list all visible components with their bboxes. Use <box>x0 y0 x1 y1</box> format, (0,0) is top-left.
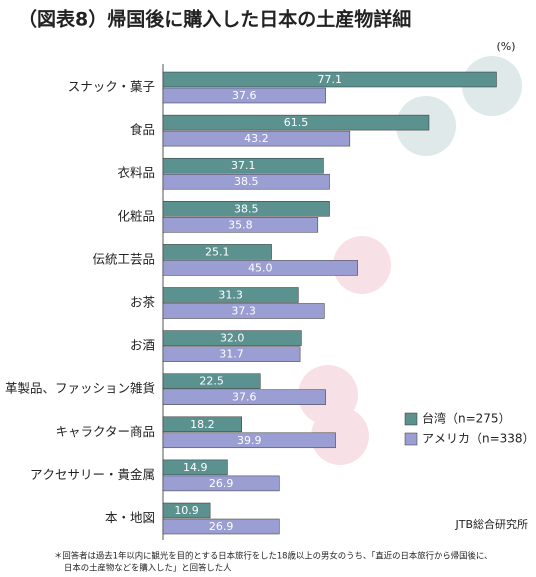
bar <box>162 502 211 519</box>
category-label: お茶 <box>130 295 156 310</box>
bar <box>162 87 326 104</box>
bar <box>162 130 351 147</box>
value-label: 38.5 <box>234 202 259 215</box>
bar <box>162 287 299 303</box>
value-label: 26.9 <box>209 520 234 533</box>
value-label: 31.3 <box>218 289 243 302</box>
bar <box>162 475 280 492</box>
value-label: 37.3 <box>231 305 256 318</box>
category-label: アクセサリー・貴金属 <box>30 467 155 482</box>
value-label: 38.5 <box>234 175 259 188</box>
value-label: 45.0 <box>248 261 273 274</box>
value-label: 37.6 <box>232 89 257 102</box>
legend-label: アメリカ（n=338） <box>422 432 535 446</box>
category-label: キャラクター商品 <box>55 424 155 439</box>
source: JTB総合研究所 <box>454 517 528 531</box>
category-label: 本・地図 <box>105 510 155 525</box>
value-label: 43.2 <box>244 132 269 145</box>
category-label: スナック・菓子 <box>68 79 155 94</box>
highlight-circle <box>311 407 369 465</box>
category-label: お酒 <box>130 338 155 353</box>
category-label: 伝統工芸品 <box>92 251 155 266</box>
value-label: 37.6 <box>232 391 257 404</box>
bar <box>162 518 280 535</box>
footnote: ＊回答者は過去1年以内に観光を目的とする日本旅行をした18歳以上の男女のうち、「… <box>54 551 492 561</box>
value-label: 61.5 <box>284 116 309 129</box>
value-label: 26.9 <box>209 477 234 490</box>
category-label: 食品 <box>130 122 155 137</box>
value-label: 10.9 <box>174 504 199 517</box>
value-label: 35.8 <box>228 218 253 231</box>
category-label: 衣料品 <box>117 165 155 180</box>
footnote: 日本の土産物などを購入した」と回答した人 <box>64 563 232 573</box>
bar <box>162 330 302 346</box>
bar <box>162 244 272 260</box>
unit-label: (%) <box>496 40 515 53</box>
value-label: 14.9 <box>183 461 208 474</box>
bar <box>162 303 325 319</box>
value-label: 37.1 <box>231 159 256 172</box>
value-label: 32.0 <box>220 332 245 345</box>
value-label: 22.5 <box>199 375 224 388</box>
bar <box>162 389 326 405</box>
value-label: 31.7 <box>219 348 244 361</box>
bar <box>162 346 301 362</box>
legend-label: 台湾（n=275） <box>422 411 511 426</box>
chart-title: （図表8）帰国後に購入した日本の土産物詳細 <box>18 8 411 31</box>
legend-swatch <box>404 432 418 446</box>
bar <box>162 416 242 433</box>
bar <box>162 71 497 88</box>
decoration <box>298 56 522 465</box>
bar <box>162 157 324 174</box>
legend-swatch <box>404 412 418 426</box>
category-label: 化粧品 <box>117 208 155 223</box>
value-label: 77.1 <box>317 73 342 86</box>
bar <box>162 114 430 131</box>
bar <box>162 432 336 449</box>
bar <box>162 260 358 276</box>
bar <box>162 459 228 476</box>
value-label: 18.2 <box>190 418 215 431</box>
category-label: 革製品、ファッション雑貨 <box>5 381 155 396</box>
bar <box>162 201 330 217</box>
bar <box>162 217 319 233</box>
bar <box>162 373 261 389</box>
value-label: 39.9 <box>237 434 262 447</box>
bar <box>162 173 330 190</box>
value-label: 25.1 <box>205 245 230 258</box>
highlight-circle <box>333 236 391 294</box>
